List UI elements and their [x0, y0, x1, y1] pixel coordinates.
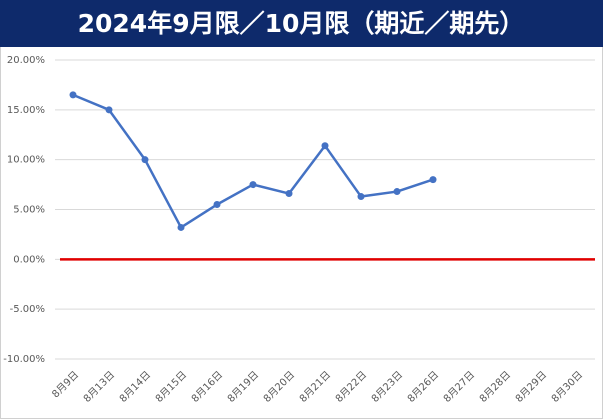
data-point	[321, 142, 329, 150]
y-tick-label: 5.00%	[13, 205, 45, 216]
y-tick-label: -5.00%	[10, 304, 45, 315]
y-tick-label: 10.00%	[7, 155, 45, 166]
data-point	[357, 193, 365, 201]
data-point	[429, 176, 437, 184]
data-point	[393, 188, 401, 196]
y-tick-label: 15.00%	[7, 105, 45, 116]
y-tick-label: 20.00%	[7, 55, 45, 66]
data-point	[177, 223, 185, 231]
title-banner	[0, 0, 603, 47]
y-tick-label: 0.00%	[13, 254, 45, 265]
data-point	[141, 156, 149, 164]
data-point	[249, 181, 257, 189]
data-point	[105, 106, 113, 114]
y-tick-label: -10.00%	[3, 354, 45, 365]
data-point	[213, 201, 221, 209]
data-point	[69, 91, 77, 99]
data-point	[285, 190, 293, 198]
chart-title: 2024年9月限／10月限（期近／期先）	[78, 9, 525, 38]
